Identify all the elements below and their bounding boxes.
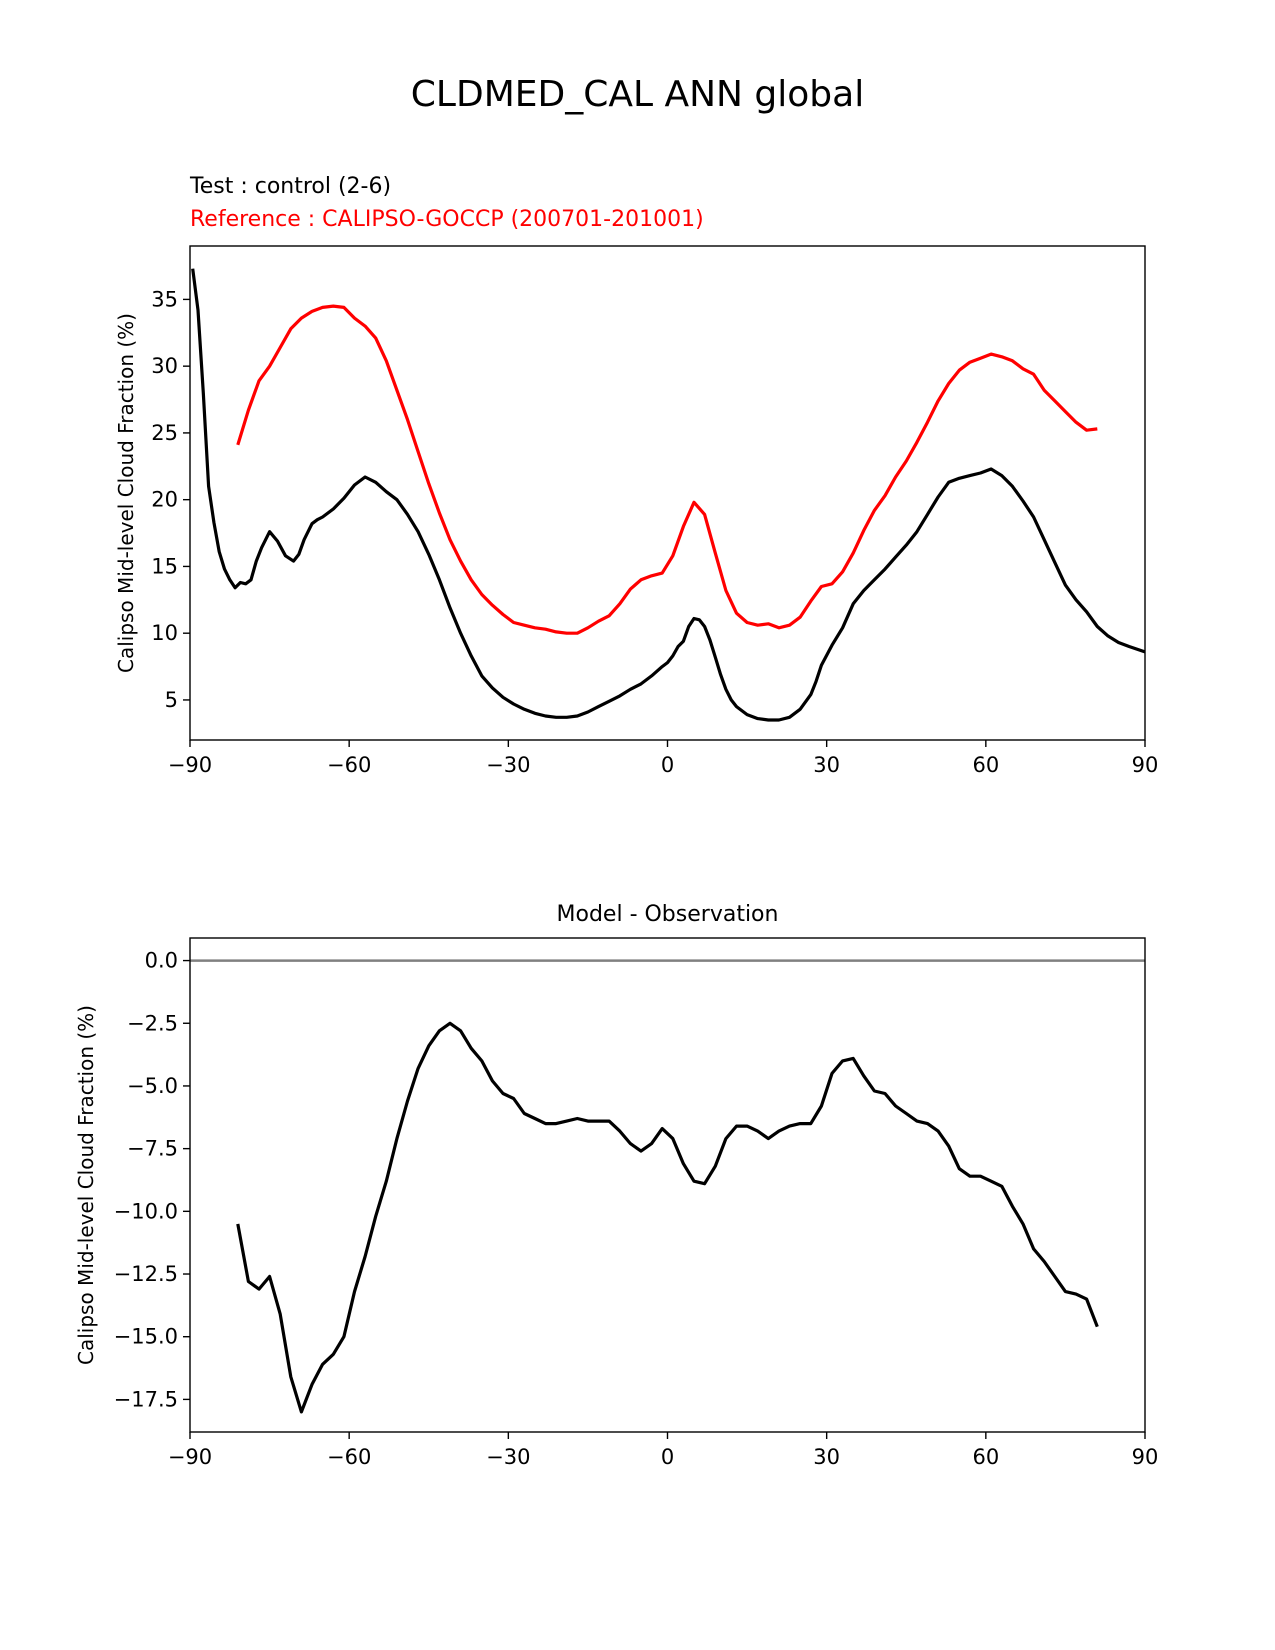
reference-label: Reference : CALIPSO-GOCCP (200701-201001… — [190, 207, 704, 232]
diff-x-tick-label: −60 — [327, 1445, 371, 1469]
top-x-tick-label: −60 — [327, 753, 371, 777]
top-y-tick-label: 15 — [151, 554, 178, 578]
diff-y-axis-label: Calipso Mid-level Cloud Fraction (%) — [74, 1005, 98, 1365]
diff-y-tick-label: −7.5 — [127, 1137, 178, 1161]
diff-x-tick-label: 60 — [972, 1445, 999, 1469]
diff-x-tick-label: −90 — [168, 1445, 212, 1469]
top-x-tick-label: 30 — [813, 753, 840, 777]
diff-x-tick-label: −30 — [486, 1445, 530, 1469]
top-y-tick-label: 30 — [151, 354, 178, 378]
top-x-tick-label: −90 — [168, 753, 212, 777]
top-x-tick-label: −30 — [486, 753, 530, 777]
diff-y-tick-label: −5.0 — [127, 1074, 178, 1098]
top-x-tick-label: 0 — [661, 753, 674, 777]
diff-y-tick-label: −2.5 — [127, 1011, 178, 1035]
diff-y-tick-label: −10.0 — [114, 1199, 178, 1223]
top-x-tick-label: 60 — [972, 753, 999, 777]
top-y-tick-label: 10 — [151, 621, 178, 645]
top-y-tick-label: 35 — [151, 287, 178, 311]
top-series-line-0 — [191, 268, 1146, 722]
diff-x-tick-label: 30 — [813, 1445, 840, 1469]
diff-x-tick-label: 90 — [1132, 1445, 1159, 1469]
figure-title: CLDMED_CAL ANN global — [410, 74, 865, 115]
diff-x-tick-label: 0 — [661, 1445, 674, 1469]
difference-plot-title: Model - Observation — [556, 902, 779, 927]
top-y-axis-label: Calipso Mid-level Cloud Fraction (%) — [114, 313, 138, 673]
top-y-tick-label: 25 — [151, 421, 178, 445]
top-y-tick-label: 20 — [151, 488, 178, 512]
top-y-tick-label: 5 — [165, 688, 178, 712]
diff-y-tick-label: −17.5 — [114, 1387, 178, 1411]
diff-y-tick-label: −15.0 — [114, 1325, 178, 1349]
diff-series-line-0 — [236, 1021, 1099, 1414]
top-series-line-1 — [236, 304, 1098, 635]
difference-line-plot: −90 −60 −30 0 30 60 90 0.0 −2.5 −5.0 −7.5 −10.0 −12.… — [74, 937, 1159, 1469]
top-axes-frame — [189, 245, 1146, 741]
top-x-tick-label: 90 — [1132, 753, 1159, 777]
diff-y-tick-label: 0.0 — [145, 949, 178, 973]
test-label: Test : control (2-6) — [190, 174, 392, 199]
diff-y-tick-label: −12.5 — [114, 1262, 178, 1286]
top-line-plot: −90 −60 −30 0 30 60 90 5 10 15 20 25 30 35 Calipso Mid… — [114, 245, 1159, 777]
